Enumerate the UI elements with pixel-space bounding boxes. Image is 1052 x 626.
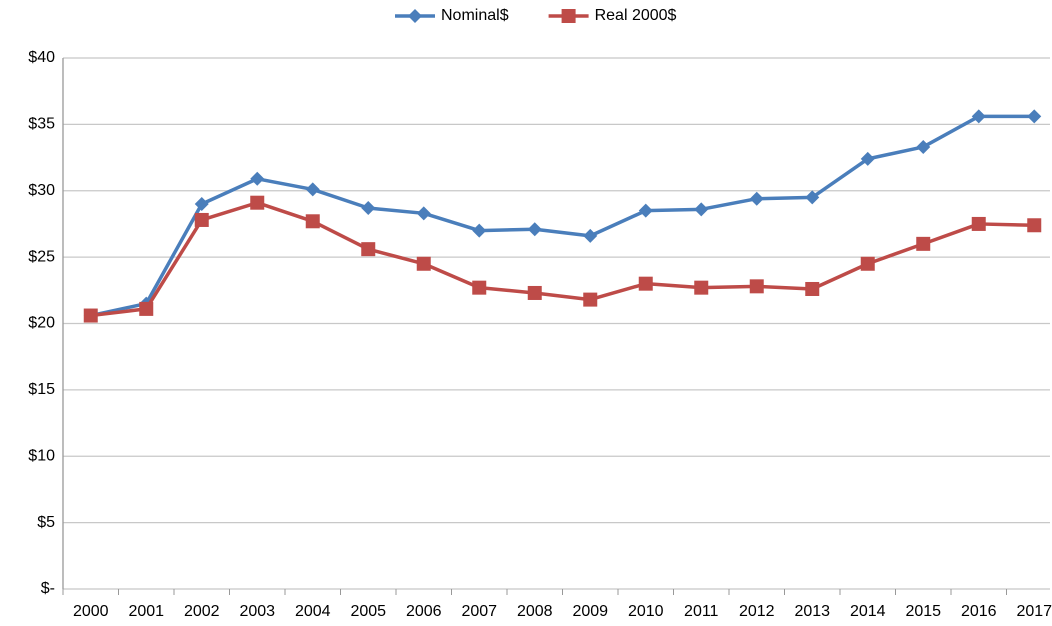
point (1027, 109, 1042, 124)
x-tick-label: 2006 (406, 603, 442, 620)
y-tick-label: $25 (28, 248, 55, 265)
x-tick-label: 2001 (128, 603, 164, 620)
x-tick-label: 2013 (794, 603, 830, 620)
point (472, 280, 487, 295)
point (194, 212, 209, 227)
legend-marker (561, 9, 576, 23)
x-tick-label: 2016 (961, 603, 997, 620)
point (583, 228, 598, 243)
x-tick-label: 2004 (295, 603, 331, 620)
x-tick-label: 2012 (739, 603, 775, 620)
series-line (90, 114, 1035, 318)
legend-label: Real 2000$ (595, 7, 677, 24)
x-tick-label: 2008 (517, 603, 553, 620)
point (583, 292, 598, 307)
legend-marker (408, 9, 422, 23)
y-tick-label: $35 (28, 116, 55, 133)
point (305, 182, 320, 197)
point (527, 222, 542, 237)
point (250, 195, 265, 210)
point (250, 171, 265, 186)
point (749, 191, 764, 206)
point (916, 139, 931, 154)
point (805, 281, 820, 296)
point (527, 285, 542, 300)
point (749, 279, 764, 294)
point (638, 203, 653, 218)
y-tick-label: $5 (37, 514, 55, 531)
point (83, 308, 98, 323)
point (805, 190, 820, 205)
point (361, 201, 376, 216)
point (971, 216, 986, 231)
point (472, 223, 487, 238)
point (305, 214, 320, 229)
point (361, 242, 376, 257)
point (694, 202, 709, 217)
point (194, 197, 209, 212)
y-tick-label: $10 (28, 447, 55, 464)
point (860, 256, 875, 271)
x-tick-label: 2017 (1016, 603, 1052, 620)
x-tick-label: 2011 (684, 603, 719, 620)
point (860, 151, 875, 166)
x-tick-label: 2007 (461, 603, 497, 620)
y-tick-label: $20 (28, 315, 55, 332)
point (416, 206, 431, 221)
x-tick-label: 2009 (572, 603, 608, 620)
y-tick-label: $15 (28, 381, 55, 398)
series-line (90, 200, 1035, 318)
y-tick-label: $40 (28, 49, 55, 66)
point (139, 301, 154, 316)
x-tick-label: 2015 (905, 603, 941, 620)
x-tick-label: 2000 (73, 603, 109, 620)
point (1027, 218, 1042, 233)
x-tick-label: 2010 (628, 603, 664, 620)
y-tick-label: $30 (28, 182, 55, 199)
y-tick-label: $- (41, 580, 55, 597)
x-tick-label: 2002 (184, 603, 220, 620)
x-tick-label: 2003 (239, 603, 275, 620)
point (416, 256, 431, 271)
legend-label: Nominal$ (441, 7, 509, 24)
point (916, 236, 931, 251)
x-tick-label: 2005 (350, 603, 386, 620)
point (971, 109, 986, 124)
x-tick-label: 2014 (850, 603, 886, 620)
point (694, 280, 709, 295)
point (638, 276, 653, 291)
